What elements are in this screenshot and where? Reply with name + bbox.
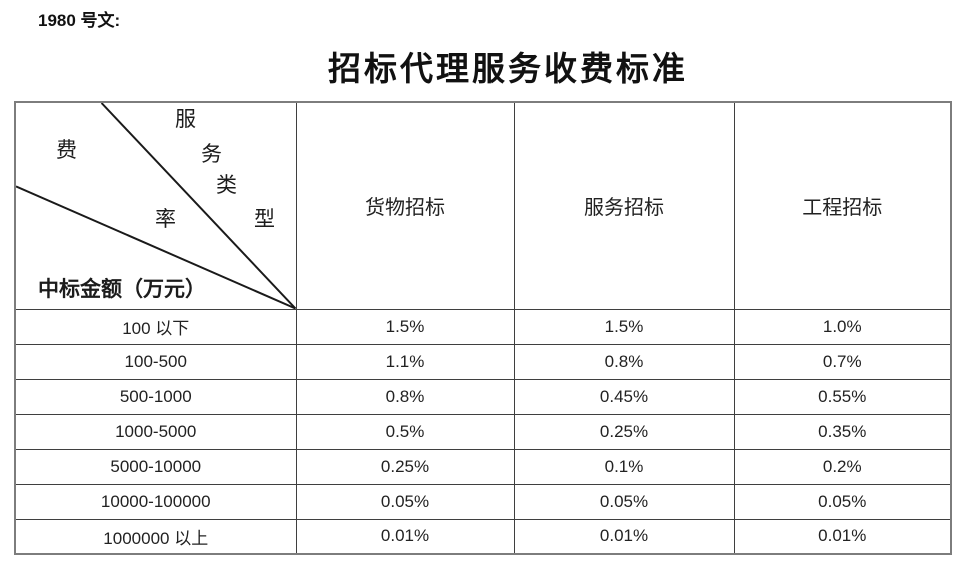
table-corner-cell: 服 务 类 型 费 率 中标金额（万元） [14,101,297,310]
table-row: 5000-10000 0.25% 0.1% 0.2% [14,448,952,485]
corner-rate-char-1: 费 [56,138,77,162]
amount-range-cell: 1000-5000 [14,413,297,450]
header-row: 服 务 类 型 费 率 中标金额（万元） 货物招标 服务招标 工程招标 [14,101,952,310]
table-row: 500-1000 0.8% 0.45% 0.55% [14,378,952,415]
page-title: 招标代理服务收费标准 [328,52,688,88]
table-row: 100 以下 1.5% 1.5% 1.0% [14,308,952,345]
table-row: 1000000 以上 0.01% 0.01% 0.01% [14,518,952,555]
rate-value-cell: 0.05% [295,483,515,520]
rate-value-cell: 1.5% [513,308,735,345]
doc-number-label: 1980 号文: [38,11,121,30]
amount-range-cell: 5000-10000 [14,448,297,485]
corner-service-type-char-3: 类 [216,173,237,197]
rate-value-cell: 0.8% [295,378,515,415]
rate-value-cell: 0.25% [513,413,735,450]
rate-value-cell: 0.01% [295,518,515,555]
column-header-service-tender: 服务招标 [513,101,735,310]
rate-value-cell: 0.2% [733,448,952,485]
rate-value-cell: 1.1% [295,343,515,380]
amount-range-cell: 10000-100000 [14,483,297,520]
corner-service-type-char-1: 服 [175,107,196,131]
rate-value-cell: 0.55% [733,378,952,415]
rate-value-cell: 0.05% [733,483,952,520]
rate-value-cell: 0.1% [513,448,735,485]
fee-table: 服 务 类 型 费 率 中标金额（万元） 货物招标 服务招标 工程招标 100 … [14,101,952,555]
rate-value-cell: 0.05% [513,483,735,520]
amount-range-cell: 100 以下 [14,308,297,345]
rate-value-cell: 0.7% [733,343,952,380]
rate-value-cell: 0.01% [513,518,735,555]
corner-service-type-char-4: 型 [254,207,275,231]
rate-value-cell: 0.8% [513,343,735,380]
rate-value-cell: 0.01% [733,518,952,555]
amount-range-cell: 1000000 以上 [14,518,297,555]
table-row: 10000-100000 0.05% 0.05% 0.05% [14,483,952,520]
diagonal-divider-lines [16,103,295,308]
table-row: 100-500 1.1% 0.8% 0.7% [14,343,952,380]
rate-value-cell: 0.35% [733,413,952,450]
column-header-goods-tender: 货物招标 [295,101,515,310]
rate-value-cell: 0.25% [295,448,515,485]
column-header-works-tender: 工程招标 [733,101,952,310]
rate-value-cell: 0.5% [295,413,515,450]
table-row: 1000-5000 0.5% 0.25% 0.35% [14,413,952,450]
corner-service-type-char-2: 务 [201,142,222,166]
corner-rate-char-2: 率 [155,207,176,231]
rate-value-cell: 0.45% [513,378,735,415]
corner-row-axis-label: 中标金额（万元） [38,277,206,301]
amount-range-cell: 500-1000 [14,378,297,415]
rate-value-cell: 1.5% [295,308,515,345]
amount-range-cell: 100-500 [14,343,297,380]
rate-value-cell: 1.0% [733,308,952,345]
